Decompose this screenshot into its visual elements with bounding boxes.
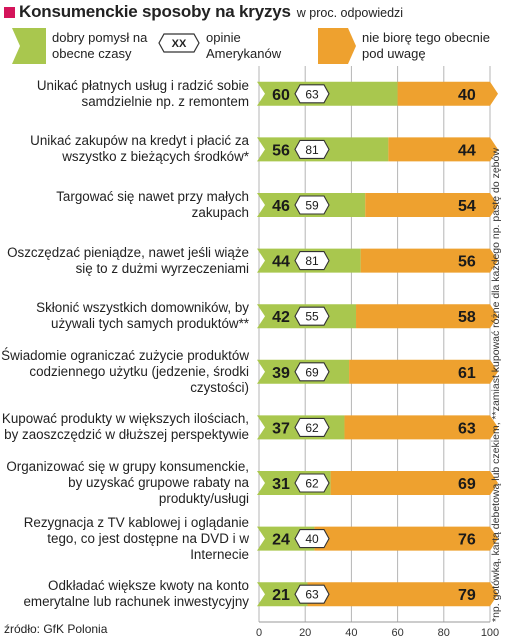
comparison-badge bbox=[294, 362, 330, 382]
bar-not-considered bbox=[356, 304, 498, 329]
x-axis-ticks: 0 20 40 60 80 100 bbox=[256, 621, 499, 639]
bar-not-considered bbox=[365, 193, 498, 217]
comparison-value: 81 bbox=[305, 254, 319, 268]
title-marker-icon bbox=[4, 7, 15, 18]
value-label-not-considered: 76 bbox=[458, 532, 476, 549]
bar-row: 60 63 40 bbox=[257, 81, 498, 106]
bars: 60 63 40 56 81 44 46 59 54 44 81 56 42 55 58 39 69 61 37 62… bbox=[257, 81, 498, 607]
comparison-value: 63 bbox=[305, 87, 319, 101]
comparison-value: 62 bbox=[305, 477, 319, 491]
bar-row: 46 59 54 bbox=[257, 193, 498, 217]
comparison-badge bbox=[294, 473, 330, 493]
category-label: Organizować się w grupy konsumenckie, by… bbox=[6, 459, 249, 506]
bar-row: 24 40 76 bbox=[257, 526, 498, 551]
category-label: Świadomie ograniczać zużycie produktów c… bbox=[1, 347, 249, 395]
bar-row: 44 81 56 bbox=[257, 248, 498, 273]
bar-not-considered bbox=[307, 582, 498, 607]
value-label-good: 31 bbox=[272, 476, 290, 493]
comparison-value: 62 bbox=[305, 421, 319, 435]
comparison-badge bbox=[294, 139, 330, 159]
value-label-good: 21 bbox=[272, 587, 290, 604]
x-tick-label: 40 bbox=[345, 627, 357, 639]
comparison-badge bbox=[294, 584, 330, 604]
value-label-good: 44 bbox=[272, 254, 290, 271]
bar-not-considered bbox=[397, 81, 498, 106]
x-tick-label: 0 bbox=[256, 627, 262, 639]
category-label: Rezygnacja z TV kablowej i oglądanie teg… bbox=[23, 514, 249, 562]
bar-not-considered bbox=[330, 471, 498, 495]
legend-good-label: dobry pomysł na obecne czasy bbox=[52, 30, 148, 61]
bar-row: 42 55 58 bbox=[257, 304, 498, 329]
category-label: Odkładać większe kwoty na konto emerytal… bbox=[23, 578, 249, 610]
x-tick-label: 20 bbox=[299, 627, 311, 639]
value-label-not-considered: 63 bbox=[458, 420, 476, 437]
comparison-badge bbox=[294, 84, 330, 104]
value-label-not-considered: 56 bbox=[458, 254, 476, 271]
value-label-not-considered: 61 bbox=[458, 365, 476, 382]
value-label-not-considered: 40 bbox=[458, 87, 476, 104]
bar-not-considered bbox=[344, 415, 498, 440]
footnote-vertical: *np. gotówką, kartą debetową lub czekiem… bbox=[490, 148, 502, 622]
value-label-good: 60 bbox=[272, 87, 290, 104]
comparison-value: 59 bbox=[305, 199, 319, 213]
bar-row: 37 62 63 bbox=[257, 415, 498, 440]
chart-subtitle: w proc. odpowiedzi bbox=[296, 6, 404, 20]
value-label-not-considered: 69 bbox=[458, 476, 476, 493]
bar-not-considered bbox=[314, 526, 498, 551]
bar-row: 31 62 69 bbox=[257, 471, 498, 495]
comparison-value: 55 bbox=[305, 310, 319, 324]
category-label: Unikać płatnych usług i radzić sobie sam… bbox=[36, 77, 249, 109]
comparison-badge bbox=[294, 306, 330, 326]
bar-row: 56 81 44 bbox=[257, 137, 498, 162]
legend-not-considered-swatch bbox=[318, 28, 356, 64]
category-label: Targować się nawet przy małych zakupach bbox=[56, 189, 249, 220]
comparison-value: 63 bbox=[305, 588, 319, 602]
comparison-badge bbox=[294, 195, 330, 215]
x-tick-label: 60 bbox=[391, 627, 403, 639]
bar-not-considered bbox=[360, 248, 498, 273]
legend-good-swatch bbox=[12, 28, 46, 64]
category-label: Kupować produkty w większych ilościach, … bbox=[1, 411, 249, 443]
legend-opinion-marker: XX bbox=[158, 33, 200, 53]
category-label: Oszczędzać pieniądze, nawet jeśli wiąże … bbox=[7, 244, 249, 276]
value-label-not-considered: 58 bbox=[458, 309, 476, 326]
comparison-badge bbox=[294, 251, 330, 271]
value-label-good: 39 bbox=[272, 365, 290, 382]
bar-not-considered bbox=[349, 359, 498, 384]
bar-good bbox=[257, 582, 308, 607]
comparison-badge bbox=[294, 417, 330, 437]
x-tick-label: 80 bbox=[438, 627, 450, 639]
legend-opinion-label: opinie Amerykanów bbox=[206, 30, 282, 61]
bar-row: 39 69 61 bbox=[257, 359, 498, 384]
comparison-value: 81 bbox=[305, 143, 319, 157]
value-label-good: 42 bbox=[272, 309, 290, 326]
title-block: Konsumenckie sposoby na kryzys w proc. od… bbox=[4, 2, 403, 22]
value-label-good: 56 bbox=[272, 142, 290, 159]
value-label-not-considered: 54 bbox=[458, 198, 476, 215]
value-label-not-considered: 79 bbox=[458, 587, 476, 604]
comparison-badge bbox=[294, 529, 330, 549]
value-label-not-considered: 44 bbox=[458, 142, 476, 159]
value-label-good: 37 bbox=[272, 420, 290, 437]
x-tick-label: 100 bbox=[481, 627, 499, 639]
legend-opinion-marker-text: XX bbox=[172, 38, 187, 50]
source-note: źródło: GfK Polonia bbox=[4, 622, 108, 636]
category-label: Skłonić wszystkich domowników, by używal… bbox=[36, 300, 249, 332]
bar-row: 21 63 79 bbox=[257, 582, 498, 607]
bar-not-considered bbox=[388, 137, 498, 162]
value-label-good: 24 bbox=[272, 532, 290, 549]
category-label: Unikać zakupów na kredyt i płacić za wsz… bbox=[30, 133, 249, 165]
comparison-value: 40 bbox=[305, 532, 319, 546]
comparison-value: 69 bbox=[305, 365, 319, 379]
value-label-good: 46 bbox=[272, 198, 290, 215]
legend-not-considered-label: nie biorę tego obecnie pod uwagę bbox=[362, 30, 490, 61]
chart-title: Konsumenckie sposoby na kryzys bbox=[19, 2, 291, 21]
